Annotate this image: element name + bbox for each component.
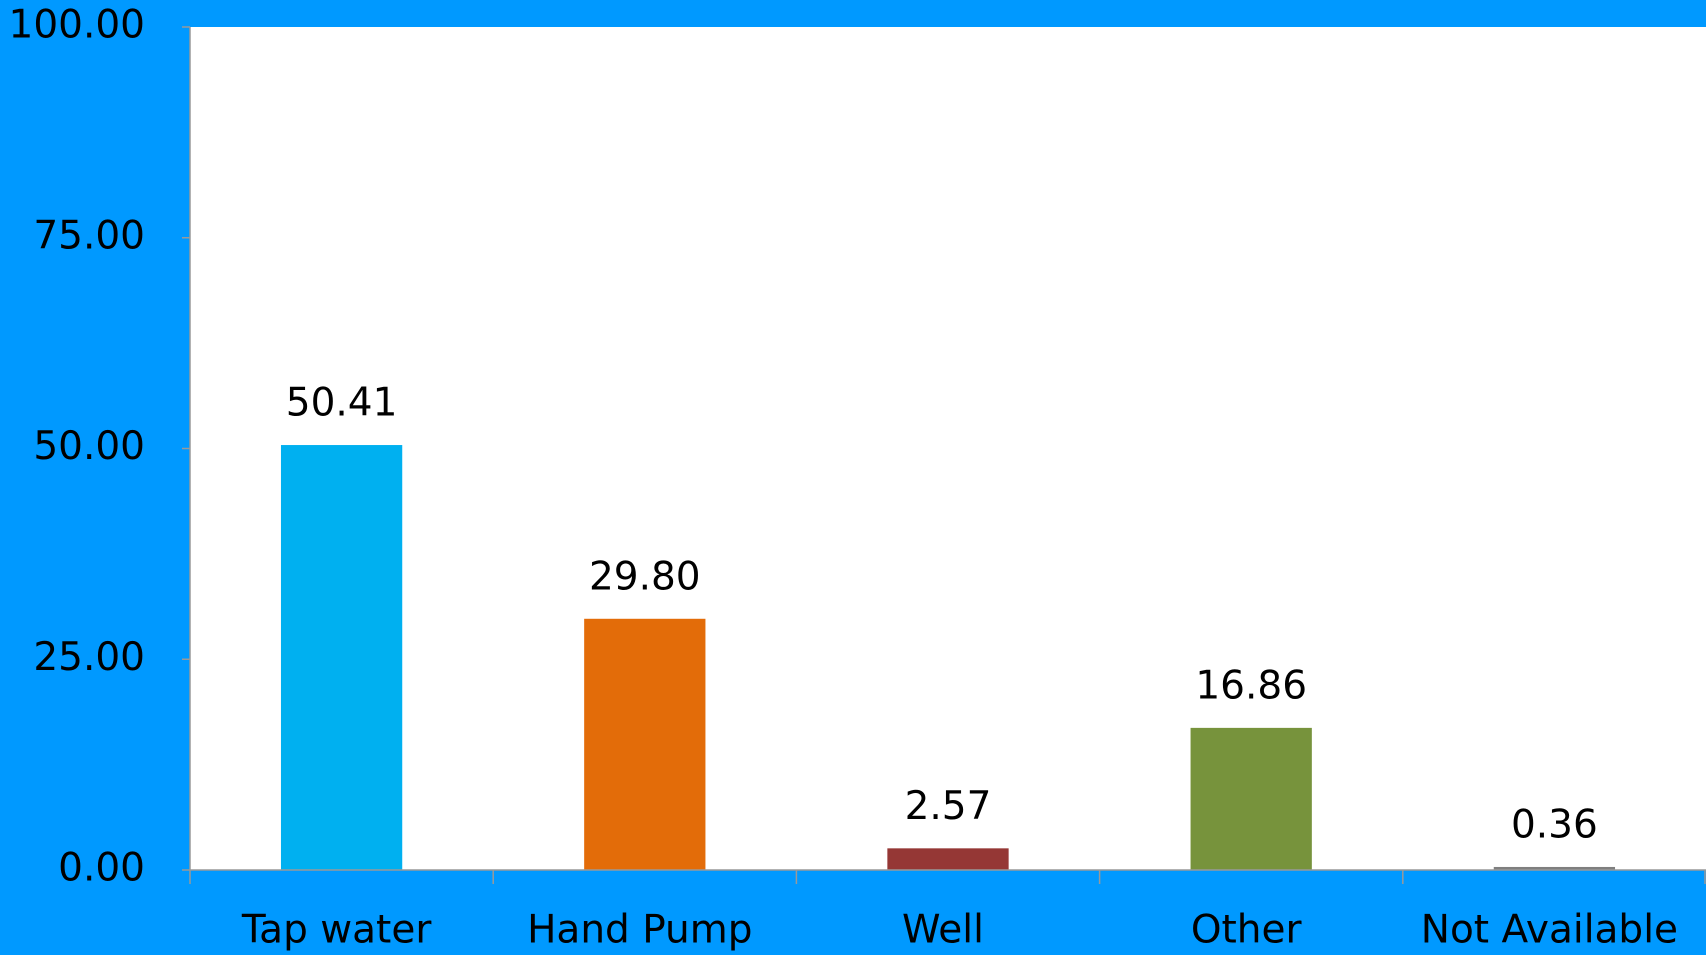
x-tick-label: Not Available: [1421, 908, 1678, 953]
y-tick-label: 100.00: [9, 3, 145, 48]
y-tick-label: 75.00: [33, 213, 145, 258]
plot-area: [190, 27, 1706, 870]
data-label: 0.36: [1511, 802, 1598, 847]
x-tick-label: Tap water: [241, 908, 433, 953]
bar: [280, 445, 403, 870]
y-tick-label: 0.00: [58, 846, 145, 891]
bar: [887, 848, 1009, 870]
x-tick-label: Other: [1191, 908, 1303, 953]
y-tick-label: 50.00: [33, 424, 145, 469]
bar: [1190, 727, 1312, 870]
x-tick-label: Well: [902, 908, 984, 953]
bar: [1493, 866, 1616, 870]
y-tick-label: 25.00: [33, 635, 145, 680]
data-label: 29.80: [589, 554, 701, 599]
data-label: 16.86: [1195, 663, 1307, 708]
data-label: 50.41: [286, 381, 398, 426]
bar: [584, 618, 706, 870]
data-label: 2.57: [905, 784, 992, 829]
x-tick-label: Hand Pump: [527, 908, 752, 953]
